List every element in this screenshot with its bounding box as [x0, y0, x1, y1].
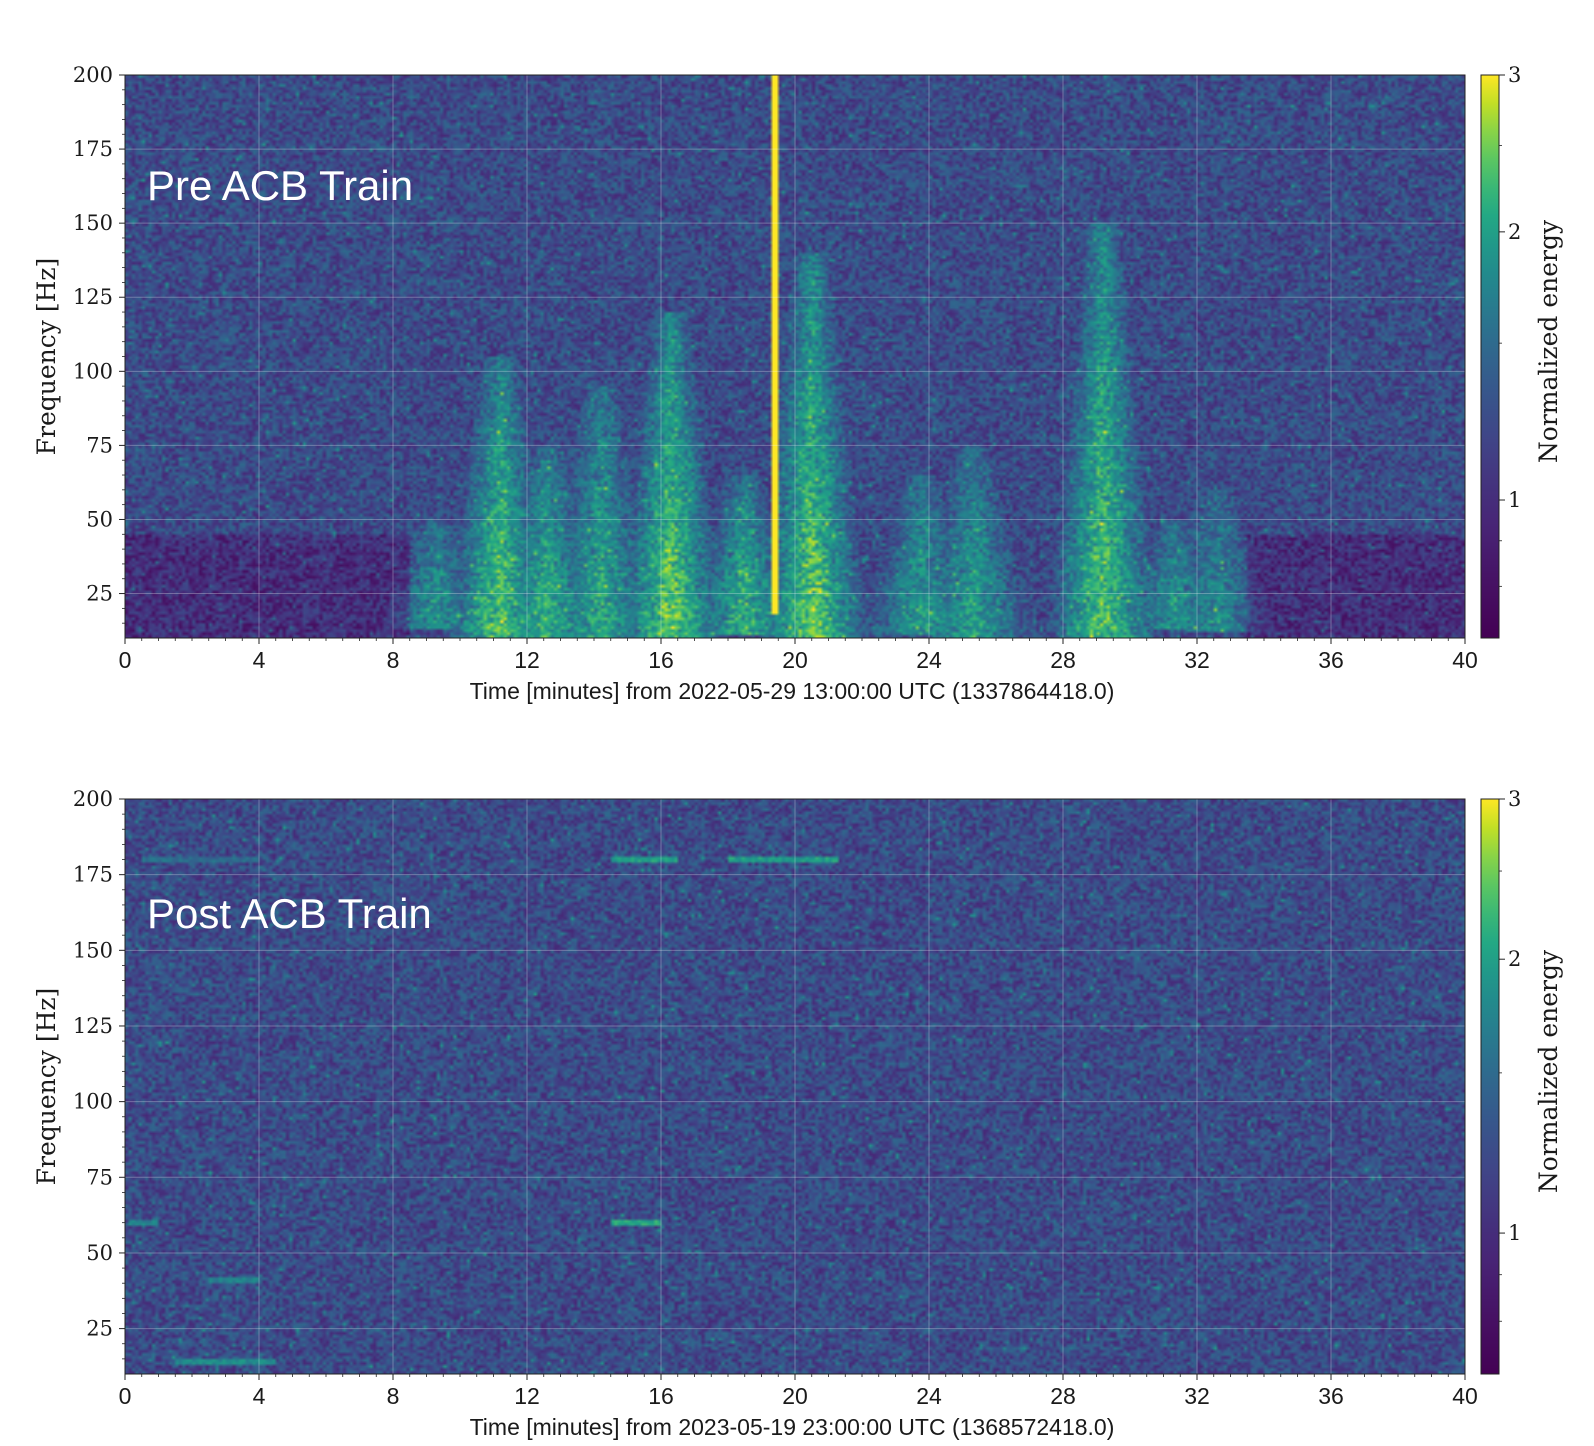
x-tick-label: 0 [119, 1383, 132, 1409]
x-tick-label: 12 [514, 1383, 540, 1409]
x-tick-label: 24 [916, 647, 942, 673]
x-axis-label: Time [minutes] from 2023-05-19 23:00:00 … [470, 1414, 1115, 1440]
spectrogram-panel-1: 0 4 8 12 16 20 24 28 32 36 40255075100125150175200… [32, 63, 1563, 704]
x-tick-label: 0 [119, 647, 132, 673]
y-tick-label: 125 [73, 285, 113, 309]
y-tick-label: 150 [73, 938, 113, 962]
x-tick-label: 4 [253, 1383, 266, 1409]
x-tick-label: 20 [782, 647, 808, 673]
y-tick-label: 100 [73, 359, 113, 383]
x-tick-label: 12 [514, 647, 540, 673]
x-tick-label: 16 [648, 647, 674, 673]
x-tick-label: 40 [1452, 647, 1478, 673]
x-tick-label: 28 [1050, 647, 1076, 673]
spectrogram-heatmap [125, 75, 1465, 638]
colorbar-gradient [1480, 798, 1500, 1375]
panel-annotation: Post ACB Train [147, 890, 432, 937]
spectrogram-panel-2: 0 4 8 12 16 20 24 28 32 36 40255075100125150175200… [32, 787, 1563, 1440]
y-tick-label: 25 [86, 582, 113, 606]
colorbar-gradient [1480, 74, 1500, 639]
y-tick-label: 175 [73, 863, 113, 887]
colorbar-tick-label: 3 [1508, 787, 1521, 811]
x-tick-label: 8 [387, 1383, 400, 1409]
y-tick-label: 200 [73, 63, 113, 87]
y-axis-label: Frequency [Hz] [32, 988, 61, 1186]
colorbar-tick-label: 1 [1508, 1221, 1521, 1245]
y-tick-label: 175 [73, 137, 113, 161]
x-tick-label: 4 [253, 647, 266, 673]
y-tick-label: 50 [86, 507, 113, 531]
y-axis-label: Frequency [Hz] [32, 258, 61, 456]
x-tick-label: 36 [1318, 1383, 1344, 1409]
x-tick-label: 40 [1452, 1383, 1478, 1409]
x-tick-label: 24 [916, 1383, 942, 1409]
x-tick-label: 8 [387, 647, 400, 673]
y-tick-label: 75 [86, 433, 113, 457]
colorbar-label: Normalized energy [1534, 219, 1563, 463]
y-tick-label: 125 [73, 1014, 113, 1038]
x-tick-label: 36 [1318, 647, 1344, 673]
colorbar-tick-label: 3 [1508, 63, 1521, 87]
colorbar: 1 2 3 Normalized energy [1480, 787, 1563, 1375]
colorbar-tick-label: 2 [1508, 947, 1521, 971]
spectrogram-heatmap [125, 799, 1465, 1374]
panel-annotation: Pre ACB Train [147, 162, 413, 209]
y-tick-label: 150 [73, 211, 113, 235]
x-tick-label: 16 [648, 1383, 674, 1409]
colorbar: 1 2 3 Normalized energy [1480, 63, 1563, 639]
y-tick-label: 200 [73, 787, 113, 811]
x-tick-label: 28 [1050, 1383, 1076, 1409]
y-tick-label: 50 [86, 1241, 113, 1265]
colorbar-tick-label: 1 [1508, 488, 1521, 512]
colorbar-label: Normalized energy [1534, 949, 1563, 1193]
x-tick-label: 32 [1184, 647, 1210, 673]
y-tick-label: 75 [86, 1165, 113, 1189]
x-tick-label: 20 [782, 1383, 808, 1409]
x-axis-label: Time [minutes] from 2022-05-29 13:00:00 … [470, 678, 1115, 704]
y-tick-label: 25 [86, 1317, 113, 1341]
colorbar-tick-label: 2 [1508, 220, 1521, 244]
x-tick-label: 32 [1184, 1383, 1210, 1409]
y-tick-label: 100 [73, 1090, 113, 1114]
